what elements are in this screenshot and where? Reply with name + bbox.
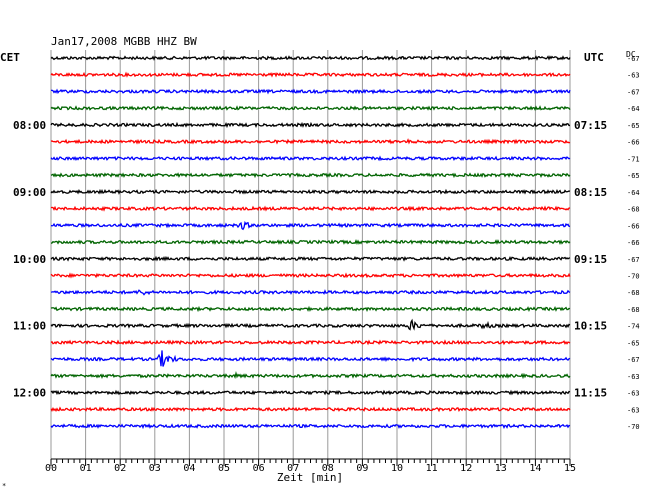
dc-offset-label: -63 <box>627 72 640 80</box>
dc-offset-label: -67 <box>627 356 640 364</box>
dc-offset-label: -64 <box>627 105 640 113</box>
x-tick-label: 02 <box>114 463 126 474</box>
dc-offset-label: -68 <box>627 306 640 314</box>
utc-time-label: 11:15 <box>574 387 607 400</box>
cet-label: CET <box>0 51 20 64</box>
dc-offset-label: -67 <box>627 88 640 96</box>
utc-time-label: 10:15 <box>574 320 607 333</box>
dc-offset-label: -68 <box>627 289 640 297</box>
grid-lines <box>50 50 571 459</box>
trace-row-20 <box>50 389 571 396</box>
trace-row-0 <box>50 55 571 61</box>
dc-offset-label: -65 <box>627 339 640 347</box>
x-tick-label: 07 <box>287 463 299 474</box>
trace-row-1 <box>50 71 571 78</box>
trace-row-19 <box>50 370 571 380</box>
cet-time-label: 08:00 <box>13 119 46 132</box>
dc-offset-label: -63 <box>627 390 640 398</box>
trace-row-9 <box>50 205 571 212</box>
x-axis-title: Zeit [min] <box>277 471 343 484</box>
trace-row-2 <box>50 88 571 95</box>
utc-time-label: 09:15 <box>574 253 607 266</box>
utc-time-label: 08:15 <box>574 186 607 199</box>
dc-offset-label: -63 <box>627 373 640 381</box>
trace-row-15 <box>50 305 571 313</box>
trace-row-12 <box>50 255 571 262</box>
cet-time-label: 12:00 <box>13 387 46 400</box>
dc-offset-label: -74 <box>627 323 640 331</box>
x-tick-label: 15 <box>564 463 576 474</box>
x-tick-label: 11 <box>426 463 438 474</box>
cet-time-label: 11:00 <box>13 320 46 333</box>
dc-offset-label: -66 <box>627 239 640 247</box>
trace-row-13 <box>50 272 571 279</box>
dc-offset-label: -63 <box>627 406 640 414</box>
trace-row-11 <box>50 238 571 246</box>
trace-row-4 <box>50 121 571 129</box>
x-tick-label: 06 <box>253 463 265 474</box>
right-time-labels: 07:15 08:15 09:15 10:15 11:15 <box>574 119 607 400</box>
x-tick-label: 09 <box>356 463 368 474</box>
dc-offset-label: -70 <box>627 423 640 431</box>
dc-offset-label: -66 <box>627 139 640 147</box>
dc-offset-label: -65 <box>627 122 640 130</box>
trace-row-22 <box>50 423 571 430</box>
x-axis-ticks: 00 01 02 03 04 05 06 07 08 09 10 11 12 13 14 15 <box>45 459 576 474</box>
x-tick-label: 00 <box>45 463 57 474</box>
trace-row-16 <box>50 318 571 331</box>
dc-offset-label: -67 <box>627 256 640 264</box>
dc-offset-label: -66 <box>627 222 640 230</box>
trace-row-21 <box>50 406 571 413</box>
trace-row-14 <box>50 289 571 296</box>
utc-label: UTC <box>584 51 604 64</box>
dc-label: DC <box>626 50 636 59</box>
footer-mark: * <box>2 482 6 490</box>
trace-row-5 <box>50 138 571 145</box>
utc-time-label: 07:15 <box>574 119 607 132</box>
trace-row-7 <box>50 172 571 179</box>
trace-row-10 <box>50 220 571 231</box>
chart-title: Jan17,2008 MGBB HHZ BW <box>51 35 197 48</box>
dc-offset-label: -70 <box>627 272 640 280</box>
x-tick-label: 13 <box>495 463 507 474</box>
trace-row-17 <box>50 339 571 346</box>
x-tick-label: 10 <box>391 463 403 474</box>
x-tick-label: 05 <box>218 463 230 474</box>
trace-row-18 <box>50 350 571 367</box>
cet-time-label: 09:00 <box>13 186 46 199</box>
x-tick-label: 14 <box>529 463 541 474</box>
dc-offset-labels: -67 -63 -67 -64 -65 -66 -71 -65 -64 -68 -66 -66 -67 -… <box>627 55 640 431</box>
x-tick-label: 01 <box>80 463 92 474</box>
dc-offset-label: -68 <box>627 206 640 214</box>
cet-time-label: 10:00 <box>13 253 46 266</box>
x-tick-label: 12 <box>460 463 472 474</box>
x-tick-label: 08 <box>322 463 334 474</box>
trace-row-3 <box>50 105 571 112</box>
trace-row-8 <box>50 188 571 195</box>
left-time-labels: 08:00 09:00 10:00 11:00 12:00 <box>13 119 46 400</box>
dc-offset-label: -67 <box>627 55 640 63</box>
trace-row-6 <box>50 155 571 162</box>
x-tick-label: 03 <box>149 463 161 474</box>
seismic-traces <box>50 55 571 430</box>
dc-offset-label: -65 <box>627 172 640 180</box>
x-tick-label: 04 <box>183 463 195 474</box>
dc-offset-label: -64 <box>627 189 640 197</box>
dc-offset-label: -71 <box>627 155 640 163</box>
